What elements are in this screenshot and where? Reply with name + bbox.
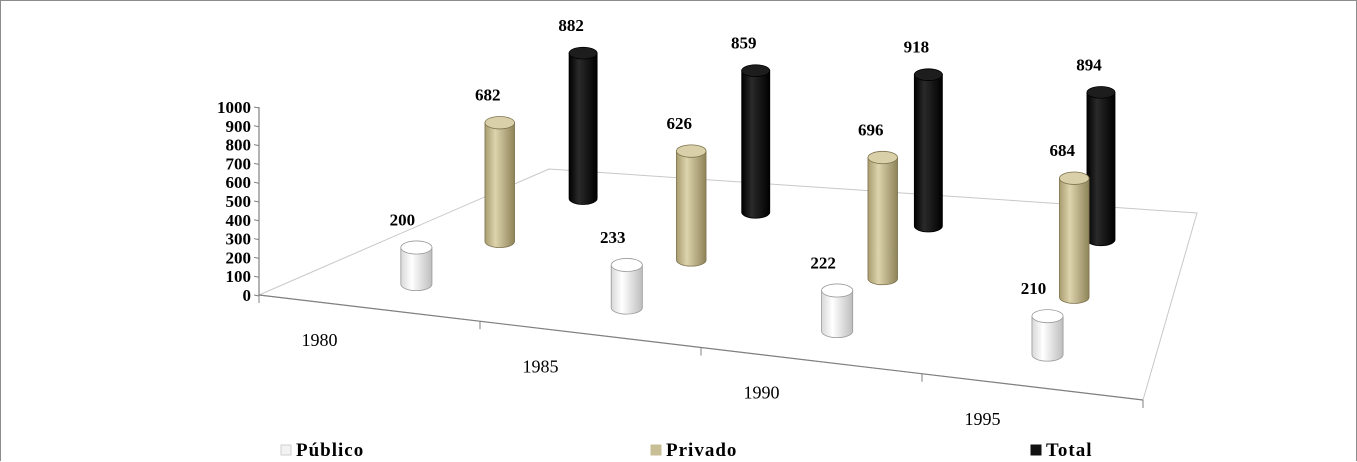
bar-top <box>568 46 598 60</box>
y-tick-label: 0 <box>243 286 252 305</box>
y-tick-label: 300 <box>226 230 252 249</box>
bar-público <box>400 240 433 291</box>
bar-top <box>610 258 643 272</box>
y-tick-mark <box>253 294 260 297</box>
chart-floor <box>257 168 1198 401</box>
bar-top <box>400 240 433 255</box>
bar-body <box>610 264 643 315</box>
legend: Público Privado Total <box>280 440 1093 461</box>
data-label: 222 <box>810 253 836 272</box>
floor-outline <box>257 168 1198 401</box>
bar-top <box>1086 86 1116 99</box>
bar-body <box>867 157 898 286</box>
bar-body <box>1086 91 1116 246</box>
bar-total <box>568 46 598 205</box>
data-label: 200 <box>390 210 416 229</box>
y-tick-mark <box>253 219 260 222</box>
legend-label: Privado <box>666 440 737 461</box>
data-label: 918 <box>904 38 930 57</box>
y-tick-label: 600 <box>226 173 252 192</box>
x-category-label: 1995 <box>965 409 1001 429</box>
data-label: 626 <box>667 114 693 133</box>
bar-público <box>1031 309 1064 362</box>
data-label: 233 <box>600 228 626 247</box>
y-tick-label: 400 <box>226 211 252 230</box>
bar-top <box>913 68 943 81</box>
data-label: 696 <box>858 121 884 140</box>
bar-total <box>913 68 943 233</box>
y-tick-label: 500 <box>226 192 252 211</box>
y-tick-mark <box>253 106 260 109</box>
bar-body <box>400 247 433 291</box>
y-tick-mark <box>253 200 260 203</box>
bar-top <box>1059 171 1090 185</box>
data-label: 210 <box>1021 279 1047 298</box>
y-tick-label: 1000 <box>217 98 251 117</box>
bar-público <box>610 258 643 315</box>
legend-label: Público <box>296 440 364 461</box>
bar-total <box>741 64 771 219</box>
bar-top <box>741 64 771 77</box>
bar-top <box>1031 309 1064 324</box>
bars <box>400 46 1116 362</box>
data-label: 684 <box>1050 141 1076 160</box>
x-axis: 1980 1985 1990 1995 <box>258 294 1144 429</box>
y-tick-label: 200 <box>226 248 252 267</box>
bar-privado <box>676 144 707 267</box>
bar-top <box>484 116 515 130</box>
y-tick-mark <box>253 144 260 147</box>
bar-body <box>913 74 943 233</box>
legend-swatch <box>1030 444 1042 456</box>
y-tick-mark <box>253 181 260 184</box>
bar-body <box>484 122 515 248</box>
bar-privado <box>484 116 515 248</box>
data-label: 882 <box>558 16 584 35</box>
y-tick-mark <box>253 125 260 128</box>
bar-top <box>676 144 707 158</box>
y-tick-mark <box>253 162 260 165</box>
data-labels: 882 859 918 894 682 626 696 684 200 233 222 210 <box>390 16 1103 298</box>
bar-body <box>821 290 854 338</box>
bar-privado <box>867 150 898 286</box>
bar-top <box>867 150 898 165</box>
data-label: 859 <box>731 34 757 53</box>
y-tick-label: 100 <box>226 267 252 286</box>
bar-público <box>821 283 854 338</box>
y-tick-label: 700 <box>226 154 252 173</box>
data-label: 682 <box>475 86 501 105</box>
x-category-label: 1985 <box>523 356 559 376</box>
y-tick-mark <box>253 256 260 259</box>
legend-swatch <box>650 444 662 456</box>
data-label: 894 <box>1076 55 1102 74</box>
bar-body <box>1031 315 1064 362</box>
bar-body <box>741 70 771 219</box>
y-tick-label: 800 <box>226 136 252 155</box>
y-tick-mark <box>253 238 260 241</box>
y-tick-label: 900 <box>226 117 252 136</box>
bar-body <box>568 52 598 205</box>
y-tick-mark <box>253 275 260 278</box>
bar-total <box>1086 86 1116 246</box>
bar-top <box>821 283 854 298</box>
x-category-label: 1980 <box>302 330 338 350</box>
bar-privado <box>1059 171 1090 304</box>
bar-body <box>676 150 707 267</box>
x-category-label: 1990 <box>744 383 780 403</box>
legend-label: Total <box>1046 440 1093 461</box>
bar-body <box>1059 177 1090 304</box>
legend-swatch <box>280 444 292 456</box>
